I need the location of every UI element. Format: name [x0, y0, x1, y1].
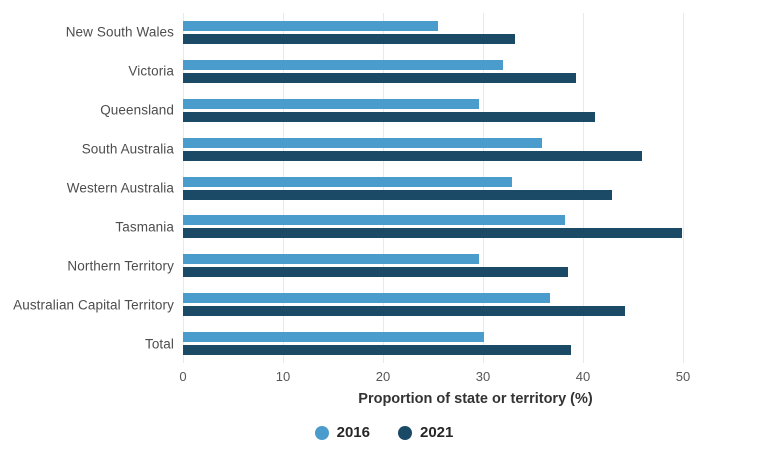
bar-2016-6: [183, 254, 479, 265]
bar-group-0: New South Wales: [66, 13, 768, 52]
bar-2021-0: [183, 33, 515, 44]
bar-group-4: Western Australia: [67, 169, 768, 208]
x-tick-label-40: 40: [575, 369, 591, 384]
bar-2016-4: [183, 176, 512, 187]
x-tick-label-30: 30: [475, 369, 491, 384]
bar-group-8: Total: [145, 324, 768, 363]
category-label: Northern Territory: [67, 258, 174, 274]
x-tick-label-10: 10: [275, 369, 291, 384]
bar-2016-0: [183, 20, 438, 31]
category-label: Victoria: [128, 63, 174, 79]
bar-rows: New South Wales Victoria Queensland South A…: [13, 13, 768, 363]
gridline-0: [183, 13, 184, 363]
category-label: Queensland: [100, 102, 174, 118]
category-label: Total: [144, 336, 174, 352]
bar-group-1: Victoria: [128, 52, 768, 91]
gridline-50: [683, 13, 684, 363]
bar-2016-8: [183, 332, 484, 343]
gridline-20: [383, 13, 384, 363]
bar-2016-5: [183, 215, 565, 226]
category-label: Tasmania: [115, 219, 174, 235]
bar-group-3: South Australia: [82, 130, 768, 169]
gridline-40: [583, 13, 584, 363]
bar-2016-1: [183, 59, 503, 70]
legend-label-2021: 2021: [420, 424, 454, 441]
bar-group-5: Tasmania: [115, 207, 768, 246]
category-label: Western Australia: [66, 180, 174, 196]
bar-group-7: Australian Capital Territory: [13, 285, 768, 324]
x-tick-label-50: 50: [675, 369, 691, 384]
gridline-30: [483, 13, 484, 363]
category-label: New South Wales: [65, 24, 174, 40]
category-label: South Australia: [81, 141, 174, 157]
x-axis-title: Proportion of state or territory (%): [358, 391, 593, 407]
legend-dot-2021-icon: [398, 425, 412, 440]
gridline-10: [283, 13, 284, 363]
x-tick-label-0: 0: [179, 369, 187, 384]
bar-2016-2: [183, 98, 479, 109]
category-label: Australian Capital Territory: [13, 297, 174, 313]
legend-item-2016[interactable]: 2016: [314, 424, 370, 441]
legend-item-2021[interactable]: 2021: [398, 424, 453, 441]
bar-2016-7: [183, 293, 550, 304]
bar-2021-5: [183, 228, 682, 239]
x-tick-label-20: 20: [375, 369, 391, 384]
bar-2021-1: [183, 72, 576, 83]
bar-2021-6: [183, 267, 568, 278]
bar-group-6: Northern Territory: [67, 246, 768, 285]
bar-group-2: Queensland: [100, 91, 768, 130]
bar-2021-8: [183, 345, 571, 356]
legend: 2016 2021: [0, 424, 768, 441]
legend-label-2016: 2016: [336, 424, 370, 441]
bar-2021-4: [183, 189, 612, 200]
plot-area: New South Wales Victoria Queensland South A…: [13, 13, 768, 363]
bar-2021-2: [183, 111, 595, 122]
bar-2021-3: [183, 150, 642, 161]
bar-2021-7: [183, 306, 625, 317]
bar-2016-3: [183, 137, 542, 148]
legend-dot-2016-icon: [314, 425, 329, 440]
